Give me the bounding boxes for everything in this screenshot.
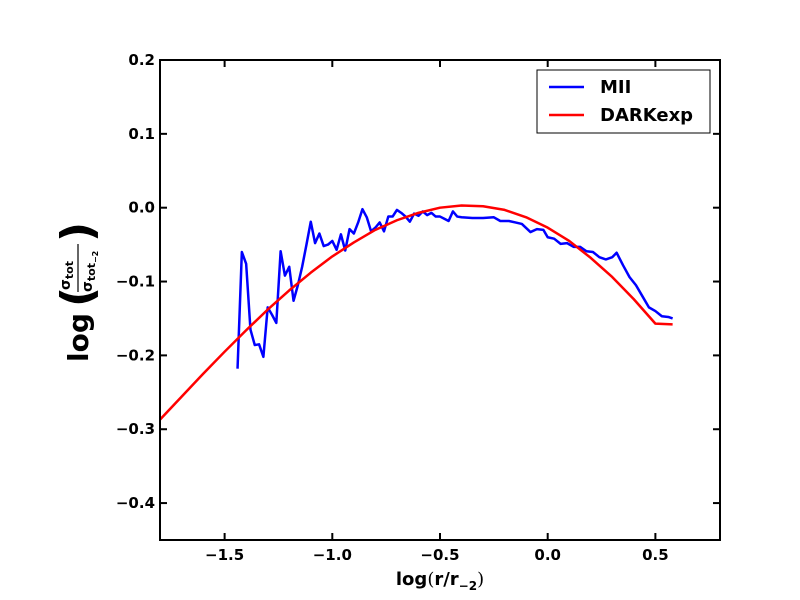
series-line-darkexp — [160, 204, 673, 421]
legend-frame — [536, 69, 711, 134]
legend-entry-mii: MII — [549, 77, 631, 98]
y-label-den-sigma: σ — [80, 281, 96, 292]
y-label-log: log — [62, 313, 95, 362]
y-tick-label: −0.2 — [116, 346, 155, 364]
y-tick-label: −0.3 — [116, 420, 155, 438]
x-label-sub: −2 — [459, 579, 477, 593]
y-tick-label: 0.2 — [128, 51, 155, 69]
y-label-den-subsub: −2 — [91, 251, 100, 263]
x-label-var: r/r — [434, 569, 458, 590]
y-label-close-paren: ) — [52, 222, 103, 242]
tick-labels-layer: −1.5 −1.0 −0.5 0.0 0.5 −0.4 −0.3 −0.2 −0.1 0.0 0.1… — [116, 51, 669, 564]
x-tick-label: 0.5 — [642, 546, 669, 564]
y-label-num-sigma: σ — [58, 279, 74, 290]
y-tick-label: 0.1 — [128, 125, 155, 143]
series-layer — [160, 204, 674, 421]
legend: MII DARKexp — [536, 69, 711, 134]
legend-label-mii: MII — [600, 77, 631, 98]
x-tick-label: −0.5 — [420, 546, 459, 564]
x-axis-label: log(r/r−2) — [396, 569, 484, 593]
y-tick-label: −0.4 — [116, 494, 155, 512]
y-label-denominator: σtot−2 — [80, 251, 100, 292]
x-label-close-paren: ) — [477, 569, 484, 590]
y-tick-label: 0.0 — [128, 199, 155, 217]
x-tick-label: −1.0 — [313, 546, 352, 564]
legend-entry-darkexp: DARKexp — [549, 105, 693, 126]
y-label-num-sub: tot — [63, 261, 76, 279]
y-label-numerator: σtot — [58, 261, 76, 290]
y-label-open-paren: ( — [52, 287, 103, 307]
x-label-open-paren: ( — [427, 569, 434, 590]
y-label-den-sub: tot — [85, 263, 98, 281]
x-label-log: log — [396, 569, 427, 590]
legend-label-darkexp: DARKexp — [600, 105, 693, 126]
plot-area — [160, 60, 720, 540]
plot-frame — [159, 59, 721, 541]
y-tick-label: −0.1 — [116, 273, 155, 291]
x-tick-label: −1.5 — [205, 546, 244, 564]
x-tick-label: 0.0 — [534, 546, 561, 564]
y-axis-label: log ( σtot σtot−2 ) — [52, 222, 103, 362]
